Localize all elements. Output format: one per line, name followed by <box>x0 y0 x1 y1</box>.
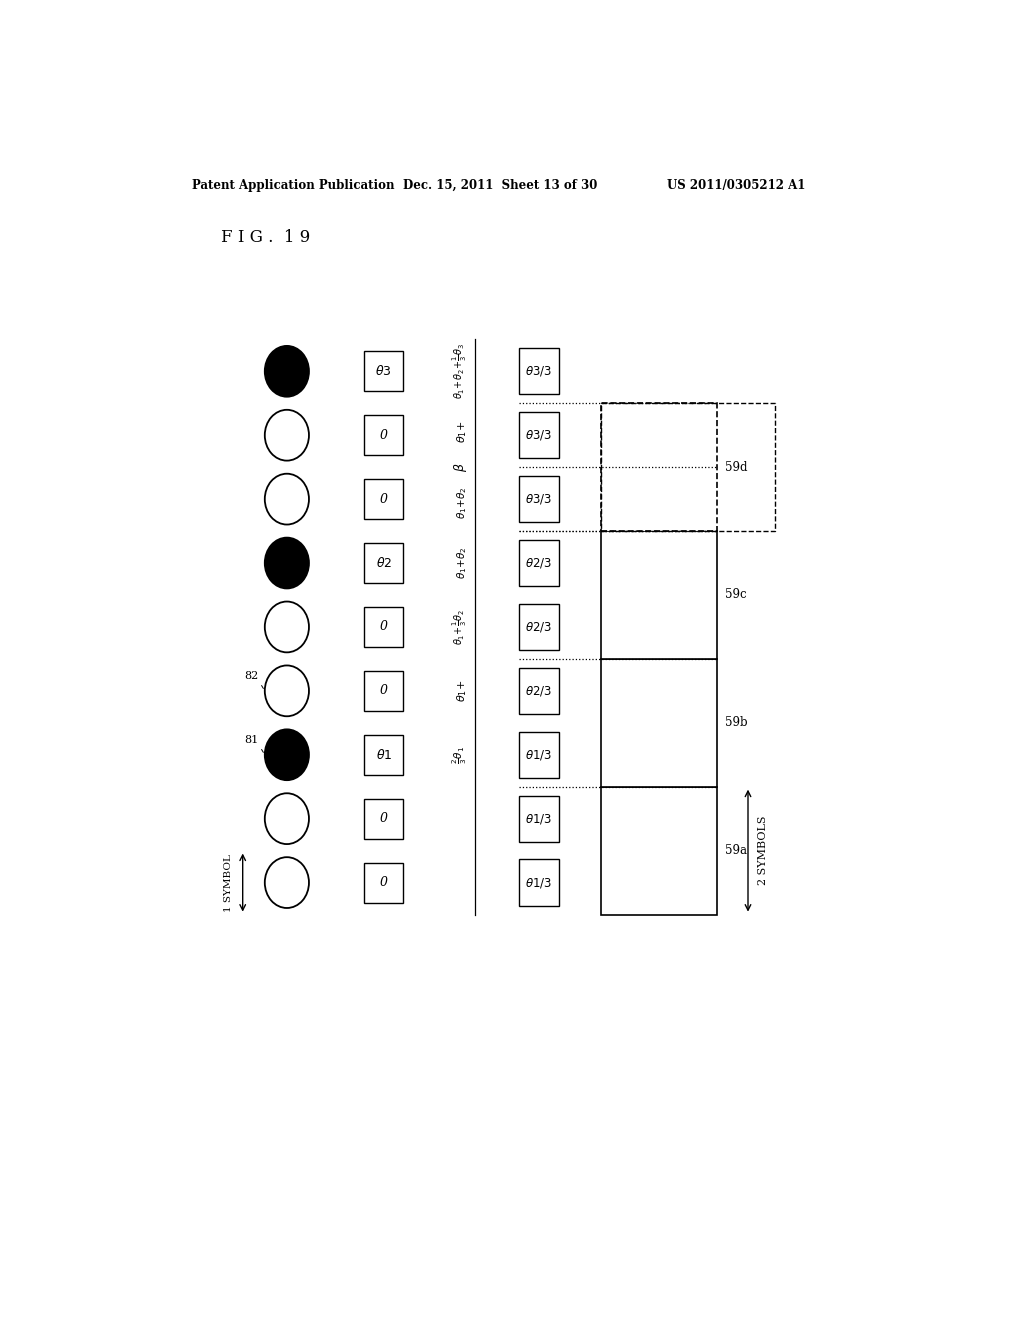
Text: $θ3/3$: $θ3/3$ <box>525 428 552 442</box>
Ellipse shape <box>265 474 309 524</box>
Text: $\theta_1\!+\!\theta_2$: $\theta_1\!+\!\theta_2$ <box>456 487 469 519</box>
Ellipse shape <box>265 857 309 908</box>
Bar <box>518 796 559 842</box>
Text: $θ3/3$: $θ3/3$ <box>525 364 552 379</box>
Text: $θ2/3$: $θ2/3$ <box>525 556 552 570</box>
Text: $θ1/3$: $θ1/3$ <box>525 747 552 762</box>
Text: $θ3$: $θ3$ <box>376 364 392 379</box>
Text: 81: 81 <box>245 735 259 744</box>
Bar <box>601 404 775 531</box>
Text: $θ2$: $θ2$ <box>376 556 392 570</box>
Text: 0: 0 <box>380 620 388 634</box>
Bar <box>365 799 403 838</box>
Text: 59d: 59d <box>725 461 748 474</box>
Bar <box>365 862 403 903</box>
Text: US 2011/0305212 A1: US 2011/0305212 A1 <box>667 180 805 193</box>
Bar <box>365 351 403 391</box>
Text: $\theta_1\!+$: $\theta_1\!+$ <box>456 680 469 702</box>
Ellipse shape <box>265 346 309 397</box>
Text: 59a: 59a <box>725 843 746 857</box>
Text: $θ1/3$: $θ1/3$ <box>525 812 552 826</box>
Text: $θ2/3$: $θ2/3$ <box>525 620 552 634</box>
Text: $θ2/3$: $θ2/3$ <box>525 684 552 698</box>
Bar <box>518 731 559 777</box>
Text: $\theta_1\!+\!\frac{1}{3}\theta_2$: $\theta_1\!+\!\frac{1}{3}\theta_2$ <box>451 609 469 645</box>
Text: 0: 0 <box>380 429 388 442</box>
Bar <box>518 477 559 523</box>
Ellipse shape <box>265 793 309 843</box>
Text: $\theta_1\!+\!\theta_2$: $\theta_1\!+\!\theta_2$ <box>456 546 469 579</box>
Text: Dec. 15, 2011  Sheet 13 of 30: Dec. 15, 2011 Sheet 13 of 30 <box>403 180 597 193</box>
Text: 1 SYMBOL: 1 SYMBOL <box>224 854 233 912</box>
Bar <box>518 540 559 586</box>
Bar <box>601 531 717 659</box>
Bar <box>365 543 403 583</box>
Bar <box>365 607 403 647</box>
Bar <box>518 603 559 649</box>
Text: $θ3/3$: $θ3/3$ <box>525 492 552 506</box>
Text: F I G .  1 9: F I G . 1 9 <box>221 230 310 247</box>
Text: 0: 0 <box>380 812 388 825</box>
Text: 59c: 59c <box>725 589 746 602</box>
Ellipse shape <box>265 537 309 589</box>
Text: $\frac{2}{3}\theta_1$: $\frac{2}{3}\theta_1$ <box>451 746 469 764</box>
Text: 2 SYMBOLS: 2 SYMBOLS <box>758 816 768 886</box>
Text: Patent Application Publication: Patent Application Publication <box>191 180 394 193</box>
Text: $θ1$: $θ1$ <box>376 747 392 762</box>
Bar <box>601 787 717 915</box>
Bar <box>601 404 717 531</box>
Bar <box>365 416 403 455</box>
Text: $\theta_1\!+$: $\theta_1\!+$ <box>456 420 469 442</box>
Text: $θ1/3$: $θ1/3$ <box>525 875 552 890</box>
Text: 59b: 59b <box>725 717 748 730</box>
Ellipse shape <box>265 665 309 717</box>
Ellipse shape <box>265 602 309 652</box>
Text: 0: 0 <box>380 492 388 506</box>
Text: $\beta$: $\beta$ <box>452 462 469 473</box>
Bar <box>518 668 559 714</box>
Text: 82: 82 <box>245 671 259 681</box>
Text: $\theta_1\!+\!\theta_2\!+\!\frac{1}{3}\theta_3$: $\theta_1\!+\!\theta_2\!+\!\frac{1}{3}\t… <box>451 343 469 400</box>
Bar <box>365 735 403 775</box>
Text: 0: 0 <box>380 876 388 890</box>
Bar <box>518 859 559 906</box>
Bar <box>365 479 403 519</box>
Bar <box>518 412 559 458</box>
Ellipse shape <box>265 409 309 461</box>
Bar <box>601 659 717 787</box>
Text: 0: 0 <box>380 684 388 697</box>
Ellipse shape <box>265 730 309 780</box>
Bar <box>365 671 403 711</box>
Bar <box>518 348 559 395</box>
